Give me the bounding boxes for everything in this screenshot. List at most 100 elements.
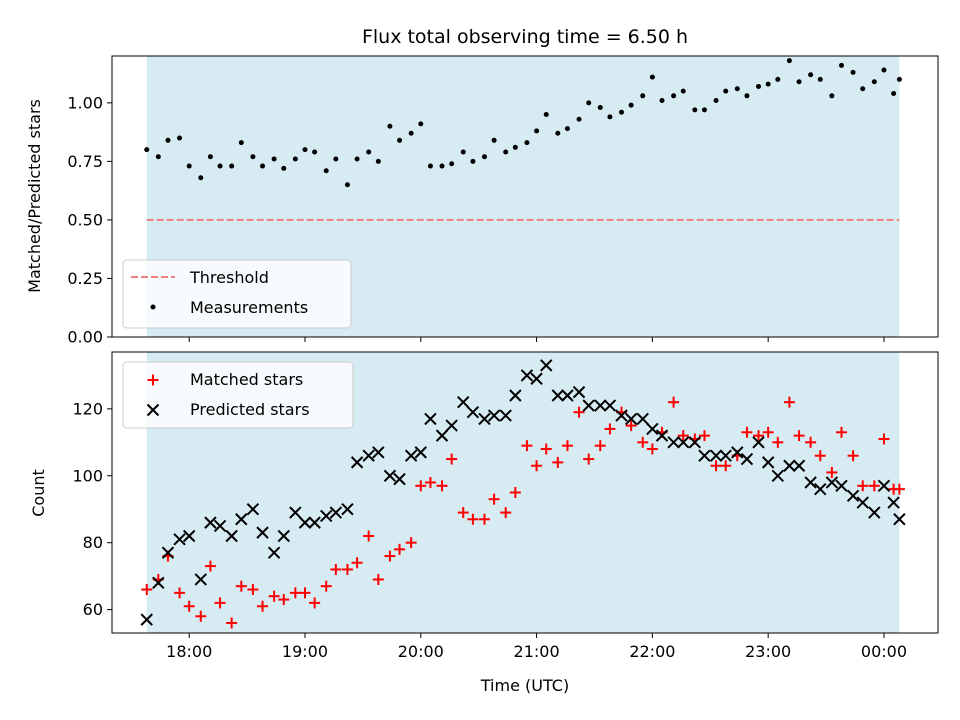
matched-star-marker [814,450,826,462]
measurement-point [271,156,277,162]
predicted-star-marker [561,389,574,402]
measurement-point [734,86,740,92]
ratio-y-axis-label: Matched/Predicted stars [25,99,44,293]
measurement-point [640,93,646,99]
x-tick-label: 20:00 [398,642,444,661]
measurement-point [344,182,350,188]
matched-star-marker [289,587,301,599]
predicted-star-marker [740,452,754,466]
cross-stroke-b [350,456,364,469]
matched-star-marker [278,594,290,606]
cross-stroke-b [161,546,175,559]
cross-stroke-b [740,452,754,466]
matched-star-marker [646,443,658,455]
measurement-point [871,79,877,85]
measurement-point [470,158,476,164]
measurement-point [576,116,582,122]
measurement-point [260,163,266,169]
measurement-point [597,105,603,111]
measurement-point [607,114,613,120]
cross-stroke-b [594,399,607,412]
cross-stroke-b [341,503,354,516]
cross-stroke-b [646,422,659,436]
predicted-star-marker [383,469,397,482]
cross-stroke-b [235,513,248,526]
cross-stroke-b [194,573,207,586]
matched-star-marker [741,426,753,438]
matched-star-marker [878,433,890,445]
predicted-star-marker [213,519,227,533]
chart-title: Flux total observing time = 6.50 h [362,26,688,48]
predicted-star-marker [320,509,333,523]
predicted-star-marker [887,496,900,509]
predicted-star-marker [835,479,848,493]
measurement-point [229,163,235,169]
matched-star-marker [668,396,680,408]
measurement-point [481,154,487,160]
matched-star-marker [836,426,848,438]
matched-star-marker [573,406,585,418]
predicted-star-marker [267,546,281,559]
predicted-star-marker [698,449,711,462]
measurement-point [207,154,213,160]
cross-stroke-b [561,389,574,402]
matched-star-marker [552,456,564,468]
predicted-star-marker [152,576,165,590]
cross-stroke-b [846,489,860,503]
measurement-point [850,69,856,75]
matched-star-marker [509,487,521,498]
predicted-star-marker [277,529,290,543]
predicted-star-marker [868,506,881,519]
measurement-point [302,147,308,153]
matched-star-marker [141,584,153,596]
x-tick-label: 23:00 [745,642,791,661]
measurement-point [155,154,161,160]
predicted-star-marker [856,496,869,509]
predicted-star-marker [341,503,354,516]
cross-stroke-b [615,409,628,422]
predicted-star-marker [478,412,491,426]
measurement-point [765,81,771,87]
measurement-point [808,72,814,78]
measurement-point [896,76,902,82]
predicted-star-marker [487,409,501,422]
measurement-point [649,74,655,80]
cross-stroke-b [383,469,397,482]
cross-stroke-b [146,403,160,417]
measurement-point [491,137,497,143]
count-legend-box [122,361,354,429]
predicted-star-marker [509,389,522,402]
matched-star-marker [772,436,784,448]
x-tick-label: 00:00 [861,642,907,661]
cross-stroke-b [478,412,491,426]
cross-stroke-b [893,513,906,526]
measurement-point [881,67,887,73]
measurement-point [165,137,171,143]
predicted-star-marker [603,399,617,412]
predicted-star-marker [520,369,534,382]
matched-star-markers [141,396,905,629]
measurement-point [427,163,433,169]
measurements-legend-label: Measurements [190,298,308,317]
cross-stroke-b [424,412,437,426]
cross-stroke-b [308,516,321,529]
measurement-point [796,79,802,85]
measurement-point [713,97,719,103]
measurement-point [333,156,339,162]
predicted-star-marker [350,456,364,469]
cross-stroke-b [709,449,723,462]
measurement-point [292,156,298,162]
cross-stroke-b [520,369,534,382]
measurement-point [312,149,318,155]
matched-legend-marker [147,374,159,386]
predicted-star-marker [667,436,680,449]
ratio-panel: 0.00 0.25 0.50 0.75 1.00 Matched/Predicted s… [25,55,939,347]
measurement-point [439,163,445,169]
cross-stroke-b [445,419,458,432]
predicted-star-marker [256,526,269,539]
matched-star-marker [195,610,207,622]
predicted-star-marker [161,546,175,559]
cross-stroke-b [372,446,385,459]
matched-star-marker [793,430,805,442]
matched-star-marker [372,573,384,585]
